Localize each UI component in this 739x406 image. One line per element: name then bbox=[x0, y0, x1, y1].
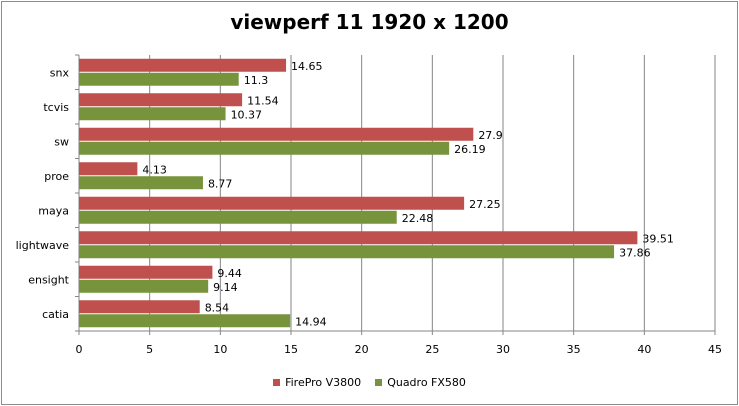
bar-firepro bbox=[79, 58, 287, 72]
legend: FirePro V3800 Quadro FX580 bbox=[0, 376, 739, 389]
bar-firepro bbox=[79, 127, 474, 141]
y-tick-label: lightwave bbox=[16, 239, 70, 252]
y-tick-label: sw bbox=[54, 135, 69, 148]
chart-title: viewperf 11 1920 x 1200 bbox=[230, 10, 509, 34]
bar-quadro bbox=[79, 210, 397, 224]
bar-firepro bbox=[79, 265, 213, 279]
bar-quadro bbox=[79, 176, 203, 190]
legend-item-quadro: Quadro FX580 bbox=[375, 376, 466, 389]
bar-quadro bbox=[79, 314, 291, 328]
data-label: 14.65 bbox=[291, 60, 323, 73]
y-tick-label: catia bbox=[42, 308, 69, 321]
bar-quadro bbox=[79, 72, 239, 86]
legend-item-firepro: FirePro V3800 bbox=[273, 376, 361, 389]
x-tick-label: 5 bbox=[146, 343, 153, 356]
data-label: 4.13 bbox=[142, 163, 167, 176]
data-label: 26.19 bbox=[454, 143, 486, 156]
bar-firepro bbox=[79, 93, 243, 107]
legend-swatch-quadro bbox=[375, 379, 383, 386]
y-tick-label: proe bbox=[44, 170, 69, 183]
x-tick-label: 15 bbox=[284, 343, 298, 356]
x-tick-label: 30 bbox=[496, 343, 510, 356]
data-label: 10.37 bbox=[231, 108, 263, 121]
legend-label-firepro: FirePro V3800 bbox=[285, 376, 362, 389]
x-tick-label: 25 bbox=[425, 343, 439, 356]
x-tick-label: 10 bbox=[213, 343, 227, 356]
data-label: 27.9 bbox=[478, 129, 503, 142]
legend-label-quadro: Quadro FX580 bbox=[387, 376, 466, 389]
data-label: 8.77 bbox=[208, 177, 233, 190]
x-tick-label: 35 bbox=[567, 343, 581, 356]
data-label: 11.54 bbox=[247, 94, 279, 107]
data-label: 22.48 bbox=[402, 212, 434, 225]
data-label: 9.44 bbox=[217, 267, 242, 280]
data-label: 39.51 bbox=[642, 232, 674, 245]
bar-quadro bbox=[79, 141, 450, 155]
bar-firepro bbox=[79, 162, 138, 176]
bar-firepro bbox=[79, 196, 465, 210]
bar-quadro bbox=[79, 279, 209, 293]
data-label: 27.25 bbox=[469, 198, 501, 211]
x-tick-label: 0 bbox=[76, 343, 83, 356]
x-tick-label: 45 bbox=[708, 343, 722, 356]
x-tick-label: 20 bbox=[355, 343, 369, 356]
bar-quadro bbox=[79, 245, 615, 259]
y-tick-label: tcvis bbox=[43, 101, 69, 114]
data-label: 11.3 bbox=[244, 74, 269, 87]
bar-firepro bbox=[79, 231, 638, 245]
data-label: 14.94 bbox=[295, 315, 327, 328]
bar-quadro bbox=[79, 107, 226, 121]
data-label: 9.14 bbox=[213, 281, 238, 294]
y-tick-label: snx bbox=[50, 66, 70, 79]
y-tick-label: ensight bbox=[28, 273, 69, 286]
bar-firepro bbox=[79, 300, 200, 314]
data-label: 8.54 bbox=[205, 301, 230, 314]
x-tick-label: 40 bbox=[637, 343, 651, 356]
data-label: 37.86 bbox=[619, 246, 651, 259]
legend-swatch-firepro bbox=[273, 379, 281, 386]
y-tick-label: maya bbox=[38, 204, 69, 217]
